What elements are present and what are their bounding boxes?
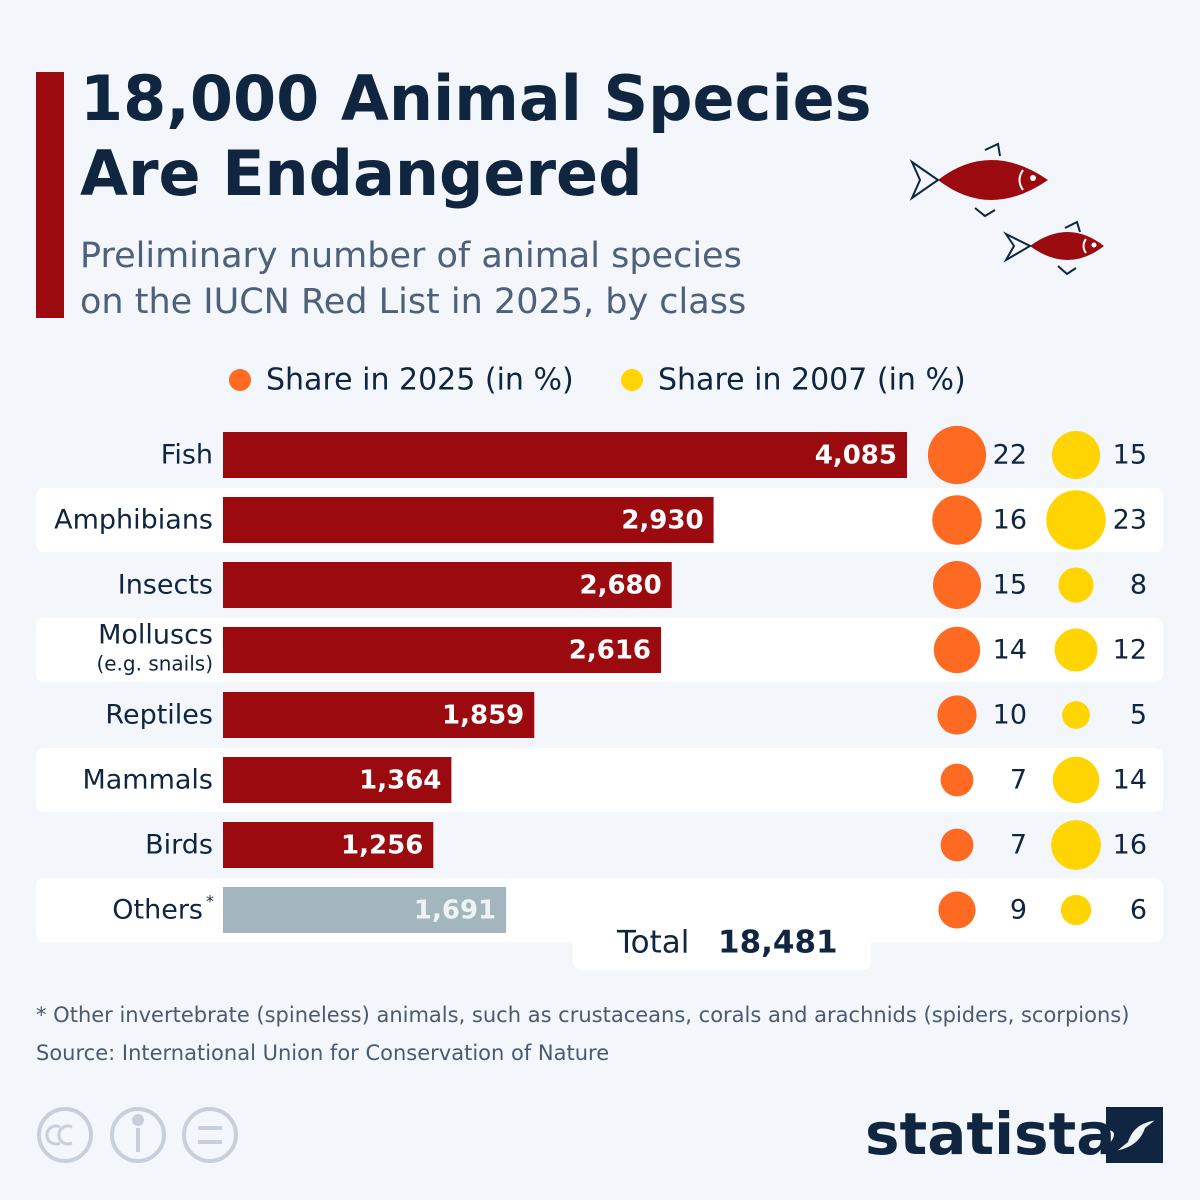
share-bubble (1062, 701, 1090, 729)
bar (223, 627, 662, 673)
value-label: 2,616 (569, 636, 651, 666)
category-label: Insects (118, 570, 213, 601)
value-label: 2,930 (621, 506, 703, 536)
legend-marker (621, 369, 643, 391)
share-bubble (927, 425, 987, 485)
category-label: Fish (161, 440, 213, 471)
value-label: 4,085 (815, 441, 897, 471)
category-note: * (206, 892, 214, 911)
category-label: Mammals (82, 765, 213, 796)
bar (223, 822, 434, 868)
category-note: (e.g. snails) (96, 652, 213, 676)
share-label: 6 (1130, 895, 1147, 926)
accent-bar (36, 72, 64, 318)
share-label: 5 (1130, 700, 1147, 731)
bar (223, 757, 452, 803)
subtitle: on the IUCN Red List in 2025, by class (80, 282, 746, 322)
share-label: 9 (1010, 895, 1027, 926)
bar (223, 432, 907, 478)
category-label: Reptiles (105, 700, 213, 731)
bar (223, 887, 507, 933)
total-value: 18,481 (718, 925, 838, 961)
legend-label: Share in 2025 (in %) (266, 363, 574, 398)
title: Are Endangered (80, 137, 642, 210)
share-label: 8 (1130, 570, 1147, 601)
legend-label: Share in 2007 (in %) (658, 363, 966, 398)
bar (223, 497, 714, 543)
bar (223, 562, 672, 608)
brand: statista (865, 1100, 1115, 1168)
share-label: 14 (993, 635, 1027, 666)
share-label: 14 (1113, 765, 1147, 796)
value-label: 2,680 (579, 571, 661, 601)
share-label: 22 (993, 440, 1027, 471)
share-bubble (1051, 430, 1101, 480)
share-bubble (1052, 756, 1100, 804)
share-bubble (937, 695, 977, 735)
share-bubble (940, 828, 974, 862)
value-label: 1,859 (442, 701, 524, 731)
share-label: 15 (1113, 440, 1147, 471)
value-label: 1,691 (414, 896, 496, 926)
share-label: 15 (993, 570, 1027, 601)
brand-logo (1106, 1107, 1163, 1163)
share-label: 23 (1113, 505, 1147, 536)
category-label: Amphibians (54, 505, 213, 536)
category-label: Molluscs (98, 620, 213, 651)
bar (223, 692, 535, 738)
share-bubble (1060, 894, 1092, 926)
legend-marker (229, 369, 251, 391)
share-label: 7 (1010, 765, 1027, 796)
subtitle: Preliminary number of animal species (80, 236, 742, 276)
share-bubble (940, 763, 974, 797)
share-bubble (932, 495, 982, 545)
share-label: 16 (993, 505, 1027, 536)
license-icons (37, 1107, 238, 1163)
value-label: 1,364 (359, 766, 441, 796)
share-bubble (933, 626, 981, 674)
share-label: 12 (1113, 635, 1147, 666)
share-label: 16 (1113, 830, 1147, 861)
share-bubble (1058, 567, 1094, 603)
category-label: Others (112, 895, 203, 926)
total-box (573, 916, 871, 970)
share-bubble (1054, 628, 1098, 672)
footnote: * Other invertebrate (spineless) animals… (36, 1003, 1129, 1027)
share-bubble (1046, 490, 1106, 550)
category-label: Birds (145, 830, 213, 861)
share-bubble (932, 560, 982, 610)
share-label: 10 (993, 700, 1027, 731)
fish-icon (909, 142, 1104, 276)
value-label: 1,256 (341, 831, 423, 861)
share-bubble (938, 891, 976, 929)
share-bubble (1051, 820, 1101, 870)
source: Source: International Union for Conserva… (36, 1041, 609, 1065)
total-label: Total (616, 925, 689, 961)
title: 18,000 Animal Species (80, 62, 872, 135)
share-label: 7 (1010, 830, 1027, 861)
